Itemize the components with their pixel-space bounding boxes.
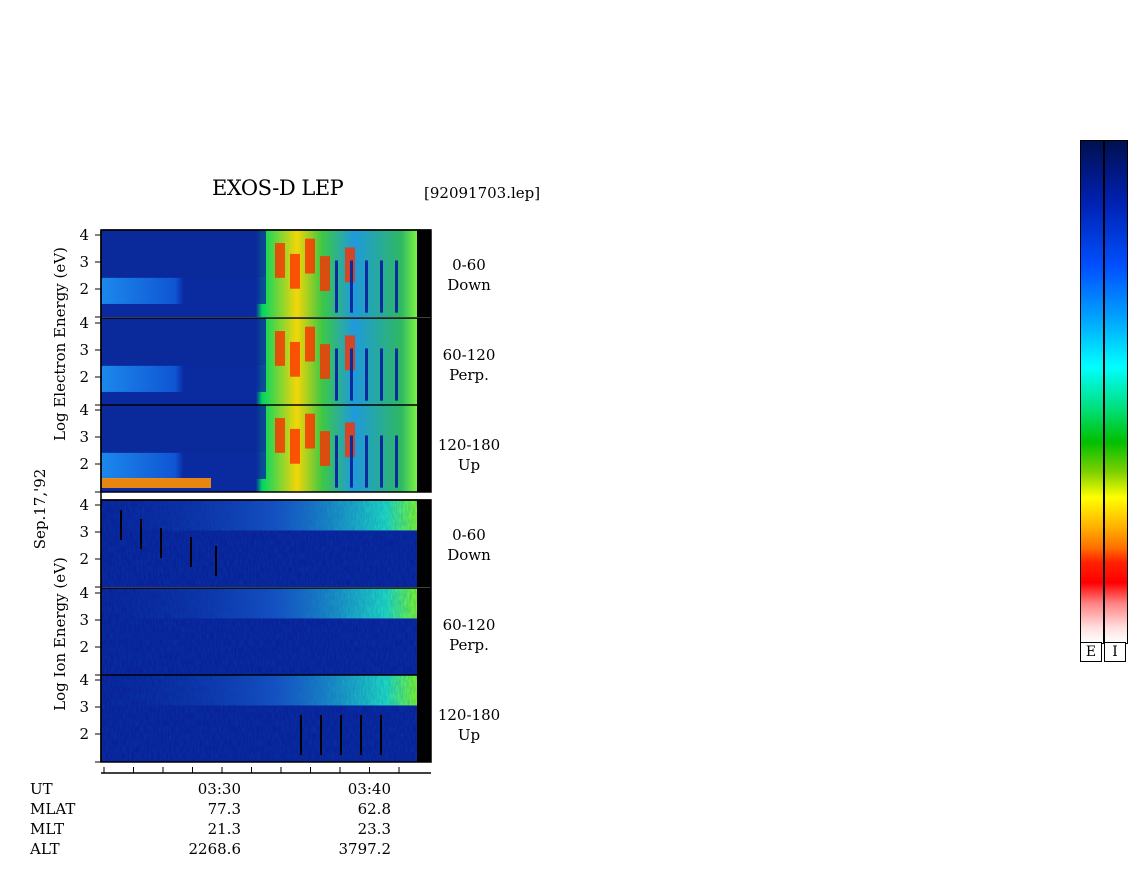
axes-group: 2 3 4 2 3 4 2 3 4 2 3 4 2 3 4 2 3 4 <box>79 226 432 774</box>
panel-direction: Up <box>457 456 481 474</box>
y-tick-label: 2 <box>79 725 89 743</box>
spectrogram-panel <box>101 674 431 762</box>
colorbar-label-i: I <box>1104 642 1126 662</box>
y-tick-label: 4 <box>79 226 89 244</box>
colorbar-label-e: E <box>1080 642 1102 662</box>
info-row-label: MLAT <box>30 800 76 818</box>
y-tick-label: 2 <box>79 280 89 298</box>
spectrogram-panel <box>101 499 431 587</box>
ion-colorbar <box>1104 140 1128 644</box>
panel-range: 0-60 <box>452 526 486 544</box>
panel-range: 120-180 <box>437 436 501 454</box>
panel-label: 120-180 Up <box>434 705 504 745</box>
spectrogram-panel <box>101 404 431 492</box>
info-row-label: MLT <box>30 820 65 838</box>
panel-label: 60-120 Perp. <box>434 615 504 655</box>
info-row-value: 2268.6 <box>188 840 242 858</box>
panel-range: 60-120 <box>442 616 496 634</box>
spectrogram-panel <box>101 229 431 317</box>
info-row-label: UT <box>30 780 53 798</box>
y-tick-label: 4 <box>79 671 89 689</box>
spectrogram-panel <box>101 587 431 675</box>
info-row-value: 21.3 <box>207 820 241 838</box>
panel-label: 0-60 Down <box>434 525 504 565</box>
panel-label: 0-60 Down <box>434 255 504 295</box>
spectrogram-panel <box>101 317 431 405</box>
panel-range: 120-180 <box>437 706 501 724</box>
y-tick-label: 2 <box>79 638 89 656</box>
panel-label: 60-120 Perp. <box>434 345 504 385</box>
y-tick-label: 2 <box>79 368 89 386</box>
info-row-value: 3797.2 <box>338 840 392 858</box>
info-row-value: 77.3 <box>207 800 241 818</box>
panel-direction: Down <box>447 546 491 564</box>
y-tick-label: 4 <box>79 314 89 332</box>
panel-direction: Perp. <box>449 636 489 654</box>
y-tick-label: 3 <box>79 428 89 446</box>
panel-label: 120-180 Up <box>434 435 504 475</box>
panels-group <box>101 229 431 762</box>
y-tick-label: 3 <box>79 698 89 716</box>
electron-colorbar <box>1080 140 1104 644</box>
y-tick-label: 4 <box>79 584 89 602</box>
panel-range: 60-120 <box>442 346 496 364</box>
y-tick-label: 4 <box>79 496 89 514</box>
panel-direction: Up <box>457 726 481 744</box>
y-tick-label: 2 <box>79 455 89 473</box>
y-tick-label: 4 <box>79 401 89 419</box>
y-tick-label: 2 <box>79 550 89 568</box>
info-row-value: 23.3 <box>357 820 391 838</box>
info-row-value: 62.8 <box>357 800 391 818</box>
panel-range: 0-60 <box>452 256 486 274</box>
y-tick-label: 3 <box>79 611 89 629</box>
panel-direction: Perp. <box>449 366 489 384</box>
y-tick-label: 3 <box>79 253 89 271</box>
info-row-value: 03:30 <box>197 780 241 798</box>
info-row-label: ALT <box>30 840 60 858</box>
file-label: [92091703.lep] <box>424 184 541 202</box>
panel-direction: Down <box>447 276 491 294</box>
chart-title: EXOS-D LEP <box>212 176 344 200</box>
y-tick-label: 3 <box>79 523 89 541</box>
spectrogram-svg: 2 3 4 2 3 4 2 3 4 2 3 4 2 3 4 2 3 4 <box>79 226 432 774</box>
info-row-value: 03:40 <box>347 780 391 798</box>
y-tick-label: 3 <box>79 341 89 359</box>
